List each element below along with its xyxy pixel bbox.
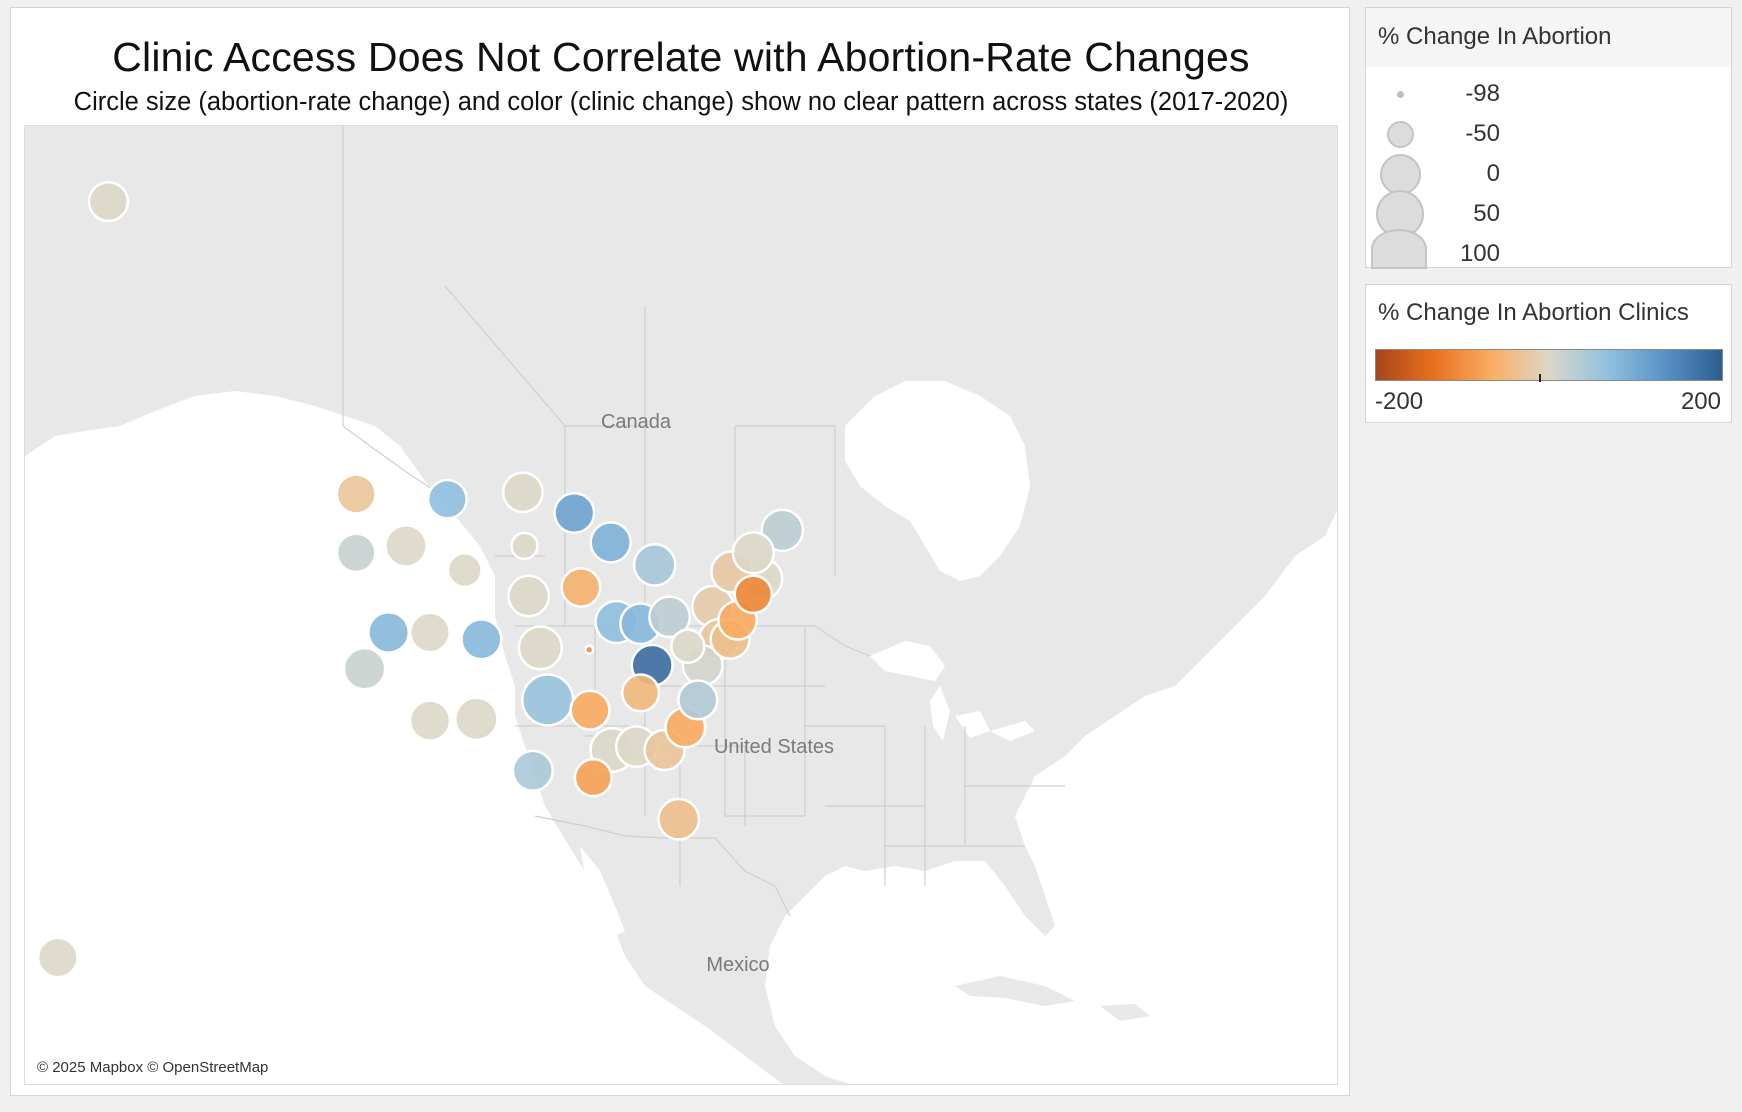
gradient-min-label: -200: [1375, 388, 1424, 415]
state-marker-florida[interactable]: [657, 797, 701, 841]
size-legend-row: 0: [1366, 154, 1566, 195]
size-legend-circle: [1380, 154, 1421, 195]
state-markers[interactable]: [36, 180, 805, 979]
size-legend: % Change In Abortion -98 -50 0 50 100: [1365, 7, 1732, 269]
state-marker-ohio[interactable]: [648, 595, 692, 639]
label-canada: Canada: [601, 411, 672, 433]
state-marker-missouri[interactable]: [584, 644, 595, 655]
alaska-canada-border: [342, 126, 436, 492]
map-canvas[interactable]: Canada United States Mexico © 2025 Mapbo…: [24, 125, 1338, 1085]
state-marker-michigan[interactable]: [632, 543, 677, 587]
arctic-islands: [645, 126, 925, 196]
size-legend-row: 50: [1366, 190, 1566, 238]
gradient-max-label: 200: [1680, 388, 1721, 415]
state-marker-louisiana[interactable]: [573, 758, 613, 798]
state-marker-texas[interactable]: [511, 749, 554, 792]
label-mexico: Mexico: [706, 954, 769, 976]
cuba: [955, 976, 1075, 1006]
state-marker-colorado[interactable]: [460, 618, 503, 661]
hispaniola: [1100, 1004, 1150, 1021]
state-marker-minnesota[interactable]: [553, 491, 596, 535]
size-legend-title: % Change In Abortion: [1366, 8, 1731, 67]
size-legend-circle: [1371, 229, 1427, 269]
label-united-states: United States: [714, 736, 834, 758]
state-marker-new-mexico[interactable]: [454, 696, 499, 742]
state-marker-alaska[interactable]: [87, 180, 130, 223]
state-marker-west-virginia[interactable]: [670, 628, 706, 664]
size-legend-label: 50: [1473, 200, 1500, 227]
state-marker-california[interactable]: [342, 646, 387, 691]
gulf-of-california: [580, 846, 625, 936]
state-marker-iowa[interactable]: [560, 566, 602, 608]
state-marker-arizona[interactable]: [408, 699, 452, 742]
state-marker-north-dakota[interactable]: [501, 471, 544, 514]
hudson-bay: [845, 381, 1030, 581]
state-marker-arkansas[interactable]: [569, 689, 611, 731]
us-mexico-border: [534, 815, 791, 917]
map-svg[interactable]: Canada United States Mexico: [25, 126, 1338, 1085]
state-marker-nebraska[interactable]: [507, 574, 551, 618]
size-legend-label: -98: [1465, 80, 1500, 107]
map-labels: Canada United States Mexico: [601, 411, 834, 976]
greenland: [1155, 126, 1337, 306]
state-marker-oregon[interactable]: [335, 532, 377, 574]
main-panel: Clinic Access Does Not Correlate with Ab…: [10, 7, 1350, 1096]
color-legend: % Change In Abortion Clinics -200 200: [1365, 284, 1732, 423]
state-marker-vermont[interactable]: [731, 531, 775, 575]
state-marker-oklahoma[interactable]: [521, 673, 575, 727]
state-marker-washington[interactable]: [335, 473, 377, 515]
color-gradient-bar: [1375, 349, 1723, 381]
state-marker-montana[interactable]: [426, 478, 468, 520]
state-marker-tennessee[interactable]: [620, 673, 661, 713]
map-attribution[interactable]: © 2025 Mapbox © OpenStreetMap: [31, 1057, 275, 1078]
state-marker-utah[interactable]: [409, 611, 451, 654]
state-marker-north-carolina[interactable]: [677, 679, 719, 721]
size-legend-row: -50: [1366, 114, 1566, 154]
chart-subtitle: Circle size (abortion-rate change) and c…: [73, 88, 1289, 116]
state-marker-south-dakota[interactable]: [510, 531, 539, 561]
great-lakes: [870, 641, 1035, 741]
state-marker-wisconsin[interactable]: [589, 521, 632, 564]
size-legend-label: -50: [1465, 120, 1500, 147]
size-legend-label: 0: [1486, 160, 1500, 187]
gradient-zero-tick: [1539, 374, 1541, 382]
color-legend-title: % Change In Abortion Clinics: [1366, 285, 1731, 343]
size-legend-circle: [1387, 121, 1414, 148]
size-legend-row: -98: [1366, 74, 1566, 114]
size-legend-row: 100: [1366, 229, 1566, 274]
state-marker-idaho[interactable]: [384, 524, 428, 568]
state-marker-hawaii[interactable]: [36, 936, 79, 979]
size-legend-label: 100: [1459, 240, 1500, 267]
state-marker-wyoming[interactable]: [446, 552, 483, 589]
size-legend-circle: [1397, 91, 1404, 98]
state-marker-nevada[interactable]: [367, 610, 411, 654]
chart-title: Clinic Access Does Not Correlate with Ab…: [112, 34, 1250, 80]
state-marker-maine[interactable]: [760, 508, 805, 553]
state-marker-connecticut[interactable]: [733, 574, 774, 615]
state-marker-kansas[interactable]: [517, 625, 563, 671]
